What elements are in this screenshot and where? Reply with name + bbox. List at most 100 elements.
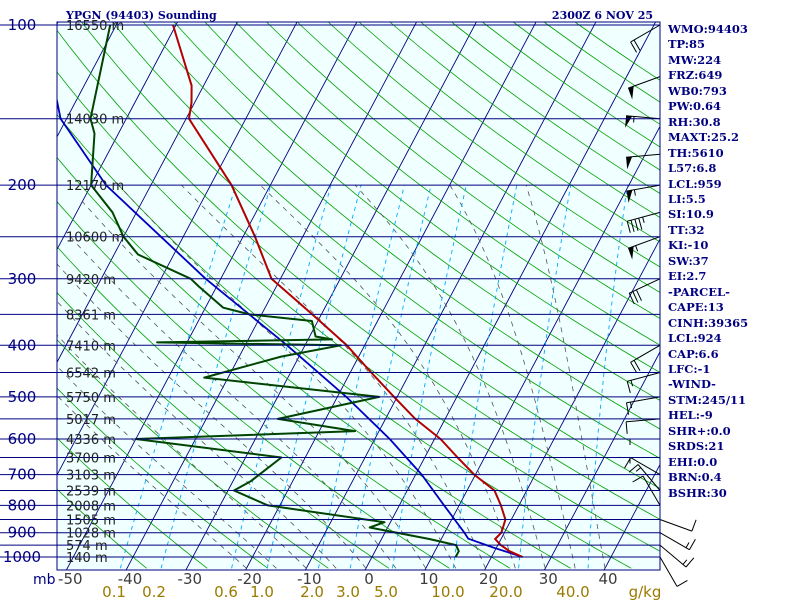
chart-title: YPGN (94403) Sounding	[65, 9, 217, 22]
wind-barb-full	[630, 219, 635, 232]
height-label: 574 m	[66, 539, 108, 554]
wind-barb-full	[628, 292, 635, 305]
height-label: 6542 m	[66, 367, 116, 382]
index-value: -WIND-	[668, 377, 716, 392]
mixing-ratio-line	[518, 185, 572, 569]
mixing-ratio-tick-label: 2.0	[300, 583, 324, 600]
wind-barb	[626, 184, 661, 203]
plot-frame	[56, 21, 661, 571]
isotherm-line	[603, 463, 660, 570]
temperature-tick-label: -50	[58, 570, 83, 588]
height-label: 2539 m	[66, 485, 116, 500]
mixing-ratio-line	[318, 184, 405, 569]
index-value: EI:2.7	[668, 269, 707, 284]
height-label: 9420 m	[66, 273, 116, 288]
mixing-ratio-tick-label: 0.1	[102, 583, 126, 600]
height-label: 8361 m	[66, 308, 116, 323]
wind-barb-flag	[626, 190, 633, 203]
index-value: SW:37	[668, 253, 709, 268]
index-value: MW:224	[668, 52, 722, 67]
index-value: LCL:924	[668, 331, 722, 346]
wind-barb-full	[688, 539, 696, 550]
moist-adiabat	[57, 300, 337, 569]
moist-adiabat	[260, 184, 516, 569]
plot-background	[57, 22, 660, 570]
height-label: 14030 m	[66, 113, 124, 128]
temperature-tick-label: 20	[479, 570, 498, 588]
pressure-tick-label: 500	[8, 388, 37, 406]
index-value: LCL:959	[668, 176, 722, 191]
wind-barb-full	[633, 39, 641, 51]
index-value: L57:6.8	[668, 161, 717, 176]
mixing-ratio-line	[119, 184, 237, 569]
dry-adiabat	[57, 339, 329, 569]
height-label: 3700 m	[66, 452, 116, 467]
index-value: WMO:94403	[668, 22, 748, 36]
wind-barb-flag	[628, 86, 634, 100]
wind-barb-flag	[628, 246, 634, 260]
isotherm-line	[57, 22, 238, 364]
wind-barb-full	[630, 41, 638, 53]
wind-barb-half	[633, 116, 635, 123]
mixing-ratio-line	[391, 185, 467, 569]
wind-barb-full	[626, 221, 631, 233]
chart-time: 2300Z 6 NOV 25	[552, 9, 653, 22]
height-label: 2008 m	[66, 499, 116, 514]
moist-adiabat	[354, 184, 546, 569]
index-value: TT:32	[668, 222, 705, 237]
wind-barb-staff	[630, 457, 661, 476]
wind-barb-full	[626, 402, 630, 415]
wind-barb	[628, 278, 661, 305]
wind-barb	[630, 24, 661, 53]
pressure-tick-label: 700	[8, 466, 37, 484]
temperature-tick-label: 30	[539, 570, 558, 588]
wind-barb-half	[630, 380, 634, 387]
height-label: 12170 m	[66, 179, 124, 194]
index-value: EHI:0.0	[668, 454, 718, 469]
moist-adiabat	[66, 231, 397, 569]
isotherm-line	[543, 350, 660, 570]
wind-barb-half	[682, 559, 688, 565]
wind-barb-staff	[628, 278, 661, 294]
index-value: KI:-10	[668, 238, 709, 253]
moist-adiabat	[181, 184, 486, 569]
index-value: RH:30.8	[668, 114, 721, 129]
mixing-ratio-tick-label: 40.0	[556, 583, 589, 600]
moist-adiabat	[57, 334, 307, 569]
wind-barb	[628, 464, 661, 491]
pressure-tick-label: 400	[8, 336, 37, 354]
index-value: FRZ:649	[668, 68, 723, 83]
height-label: 5750 m	[66, 391, 116, 406]
dry-adiabat	[57, 488, 147, 569]
wind-barb-full	[625, 421, 628, 434]
wind-barb	[626, 211, 661, 233]
wind-barb-half	[635, 467, 642, 472]
parcel-trace	[57, 96, 523, 558]
wind-barb	[626, 396, 661, 415]
wind-barb	[659, 532, 696, 551]
isotherm-line	[125, 22, 418, 570]
height-label: 7410 m	[66, 339, 116, 354]
stability-indices-panel: WMO:94403 TP:85 MW:224 FRZ:649 WB0:793 PW:0.6…	[668, 22, 800, 501]
wind-barb-staff	[627, 372, 661, 382]
mixing-ratio-tick-label: 10.0	[431, 583, 464, 600]
wind-barb	[626, 153, 661, 170]
moist-adiabat	[57, 263, 367, 569]
mixing-ratio-unit: g/kg	[629, 583, 662, 600]
mixing-ratio-line	[452, 185, 518, 569]
wind-barb	[659, 556, 688, 587]
wind-barb	[627, 76, 661, 100]
wind-barb-full	[628, 464, 639, 473]
wind-barb-staff	[659, 519, 693, 532]
wind-barb-full	[691, 519, 697, 532]
height-label: 16550 m	[66, 19, 124, 34]
wind-barb-full	[638, 217, 643, 230]
pressure-tick-label: 1000	[3, 548, 41, 566]
mixing-ratio-tick-label: 0.2	[142, 583, 166, 600]
pressure-tick-label: 800	[8, 496, 37, 514]
mixing-ratio-line	[160, 184, 272, 569]
isotherm-line	[484, 238, 660, 570]
index-value: SRDS:21	[668, 439, 725, 454]
